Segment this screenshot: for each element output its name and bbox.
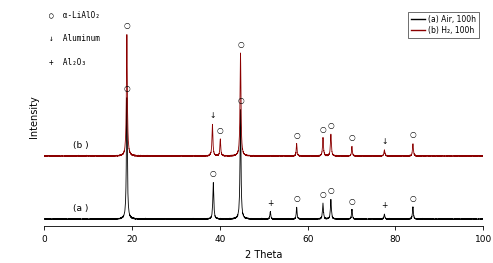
Text: (b ): (b ) — [73, 141, 89, 150]
Text: ○: ○ — [237, 97, 244, 105]
Text: +: + — [267, 199, 274, 208]
Text: ○: ○ — [124, 21, 130, 30]
Text: ○  α-LiAlO₂: ○ α-LiAlO₂ — [49, 10, 100, 19]
Y-axis label: Intensity: Intensity — [29, 96, 39, 138]
Text: ↓: ↓ — [381, 137, 387, 146]
Text: ○: ○ — [410, 194, 416, 203]
Text: +: + — [381, 201, 387, 210]
Text: ○: ○ — [237, 40, 244, 49]
Text: +  Al₂O₃: + Al₂O₃ — [49, 58, 86, 67]
Text: ○: ○ — [327, 186, 334, 195]
Text: ↓: ↓ — [209, 111, 215, 120]
Legend: (a) Air, 100h, (b) H₂, 100h: (a) Air, 100h, (b) H₂, 100h — [408, 12, 479, 38]
Text: ○: ○ — [410, 130, 416, 139]
Text: ○: ○ — [349, 197, 355, 206]
Text: ○: ○ — [327, 121, 334, 130]
Text: ○: ○ — [349, 133, 355, 142]
Text: (a ): (a ) — [73, 204, 88, 213]
Text: ○: ○ — [217, 126, 224, 135]
Text: ○: ○ — [210, 169, 216, 178]
X-axis label: 2 Theta: 2 Theta — [245, 250, 282, 260]
Text: ↓  Aluminum: ↓ Aluminum — [49, 34, 100, 43]
Text: ○: ○ — [124, 84, 130, 93]
Text: ○: ○ — [319, 190, 326, 199]
Text: ○: ○ — [293, 194, 300, 203]
Text: ○: ○ — [319, 125, 326, 134]
Text: ○: ○ — [293, 131, 300, 140]
